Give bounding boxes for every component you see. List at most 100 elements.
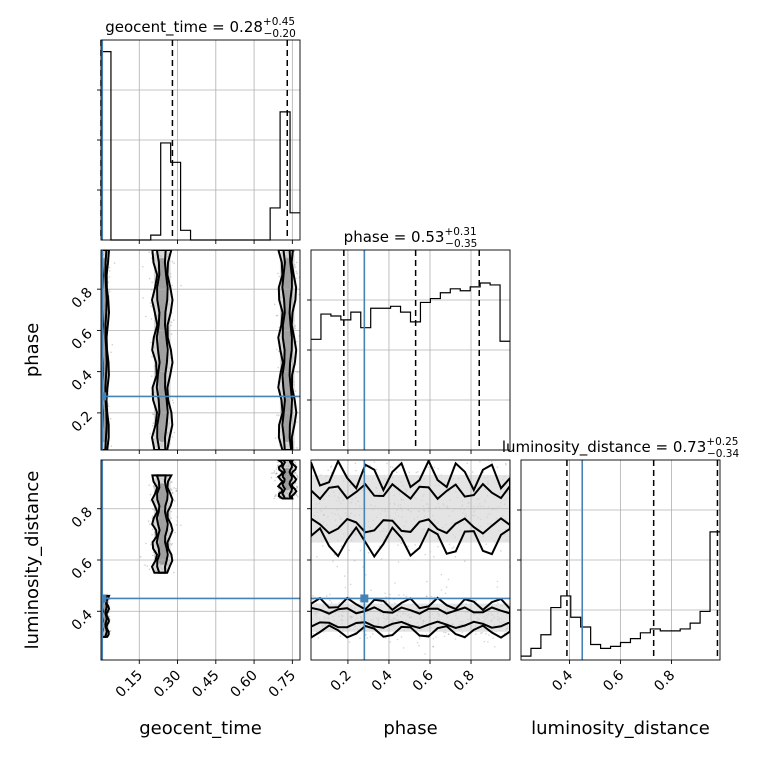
sample-point [359, 549, 362, 552]
contour-line [150, 250, 174, 450]
sample-point [110, 445, 113, 447]
x-tick-label: 0.60 [228, 668, 261, 701]
contour-line [155, 474, 169, 574]
sample-point [437, 467, 440, 470]
sample-point [349, 583, 352, 586]
sample-point [472, 455, 474, 457]
x-tick-label: 0.75 [266, 668, 299, 701]
sample-point [99, 633, 101, 635]
sample-point [99, 295, 101, 297]
sample-point [99, 377, 101, 379]
sample-point [375, 468, 378, 471]
sample-point [150, 318, 153, 320]
sample-point [151, 533, 153, 536]
sample-point [432, 645, 435, 648]
y-tick-label: 0.2 [69, 408, 96, 435]
sample-point [296, 496, 299, 498]
sample-point [99, 620, 101, 622]
sample-point [293, 250, 296, 253]
sample-point [171, 492, 174, 494]
sample-point [97, 608, 99, 610]
sample-point [99, 445, 101, 447]
sample-point [294, 472, 297, 474]
sample-point [362, 566, 364, 568]
sample-point [274, 479, 276, 482]
sample-point [170, 324, 172, 327]
sample-point [271, 472, 273, 475]
sample-point [99, 410, 101, 412]
sample-point [276, 314, 279, 317]
title-minus: −0.35 [445, 238, 477, 250]
sample-point [380, 558, 383, 560]
histogram-steps [101, 51, 300, 241]
sample-point [354, 462, 357, 465]
sample-point [367, 551, 370, 554]
sample-point [98, 343, 100, 345]
sample-point [180, 284, 182, 287]
sample-point [149, 432, 151, 435]
sample-point [357, 414, 359, 416]
sample-point [471, 471, 474, 473]
sample-point [275, 493, 277, 496]
sample-point [145, 542, 147, 545]
sample-point [329, 599, 331, 602]
sample-point [433, 555, 435, 558]
sample-point [424, 653, 426, 655]
sample-point [275, 476, 278, 479]
sample-point [99, 623, 101, 625]
sample-point [151, 375, 153, 378]
sample-point [148, 568, 151, 571]
sample-point [400, 636, 403, 638]
sample-point [98, 596, 100, 598]
sample-point [365, 633, 367, 636]
sample-point [295, 474, 298, 477]
sample-point [98, 632, 100, 634]
sample-point [505, 463, 507, 466]
sample-point [98, 608, 100, 610]
sample-point [296, 272, 299, 275]
histogram-title: geocent_time = 0.28+0.45 −0.20 [105, 16, 296, 40]
sample-point [385, 600, 388, 603]
sample-point [296, 485, 298, 488]
sample-point [447, 633, 450, 636]
sample-point [149, 493, 152, 496]
sample-point [296, 447, 298, 449]
sample-point [295, 277, 297, 280]
sample-point [389, 641, 392, 643]
sample-point [485, 543, 488, 545]
sample-point [369, 464, 371, 467]
sample-point [344, 586, 347, 589]
sample-point [488, 634, 490, 636]
contour-line [101, 594, 111, 638]
sample-point [480, 632, 482, 635]
x-tick-label: 0.4 [549, 667, 576, 694]
sample-point [111, 344, 114, 346]
truth-marker [101, 392, 107, 401]
sample-point [333, 554, 336, 556]
sample-point [330, 466, 332, 469]
sample-point [173, 319, 175, 321]
sample-point [325, 595, 328, 597]
sample-point [97, 425, 99, 427]
sample-point [414, 544, 417, 546]
sample-point [97, 410, 99, 412]
sample-point [415, 471, 418, 474]
sample-point [294, 324, 297, 327]
title-plus: +0.45 [263, 16, 295, 28]
x-tick-label: 0.45 [189, 668, 222, 701]
sample-point [330, 465, 333, 467]
sample-point [99, 410, 101, 412]
contour-line [311, 482, 510, 535]
sample-point [277, 488, 280, 490]
sample-point [144, 564, 146, 566]
sample-point [318, 458, 320, 460]
sample-point [294, 482, 297, 485]
sample-point [99, 617, 101, 619]
sample-point [172, 402, 175, 404]
y-tick-label: 0.4 [69, 607, 96, 634]
sample-point [270, 476, 273, 479]
histogram-luminosity_distance [521, 460, 720, 660]
sample-point [293, 461, 296, 463]
sample-point [99, 301, 101, 303]
contour-line [276, 460, 298, 500]
